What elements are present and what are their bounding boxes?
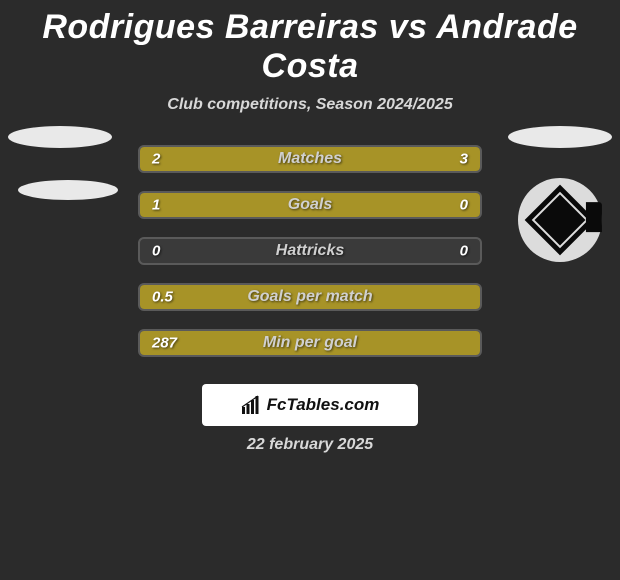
stat-value-right: 3 [460, 151, 468, 168]
stat-value-right: 0 [460, 197, 468, 214]
stat-label: Goals [288, 196, 332, 214]
stat-row: 2 3 Matches [8, 136, 612, 182]
stat-row: 287 Min per goal [8, 320, 612, 366]
stat-bar-track: 1 0 Goals [138, 191, 482, 219]
bar-chart-icon [241, 395, 261, 415]
stat-value-left: 0 [152, 243, 160, 260]
stat-fill-left [140, 193, 402, 217]
stat-fill-right [402, 193, 480, 217]
stat-bar-track: 0.5 Goals per match [138, 283, 482, 311]
stat-row: 0.5 Goals per match [8, 274, 612, 320]
stat-bar-track: 2 3 Matches [138, 145, 482, 173]
stat-fill-left [140, 147, 276, 171]
stat-bar-track: 287 Min per goal [138, 329, 482, 357]
stat-label: Goals per match [247, 288, 372, 306]
stat-label: Matches [278, 150, 342, 168]
brand-name: FcTables.com [267, 395, 380, 415]
stat-label: Hattricks [276, 242, 344, 260]
stat-value-right: 0 [460, 243, 468, 260]
infographic-date: 22 february 2025 [8, 436, 612, 454]
stat-bar-track: 0 0 Hattricks [138, 237, 482, 265]
page-subtitle: Club competitions, Season 2024/2025 [8, 96, 612, 114]
stat-label: Min per goal [263, 334, 357, 352]
stat-value-left: 1 [152, 197, 160, 214]
stat-value-left: 2 [152, 151, 160, 168]
stat-value-left: 0.5 [152, 289, 173, 306]
stat-row: 1 0 Goals [8, 182, 612, 228]
stat-value-left: 287 [152, 335, 177, 352]
infographic-container: Rodrigues Barreiras vs Andrade Costa Clu… [0, 0, 620, 454]
stats-rows: 2 3 Matches 1 0 Goals 0 0 Hattricks 0.5 Goals per … [8, 136, 612, 366]
brand-badge: FcTables.com [202, 384, 418, 426]
stat-row: 0 0 Hattricks [8, 228, 612, 274]
page-title: Rodrigues Barreiras vs Andrade Costa [8, 8, 612, 86]
